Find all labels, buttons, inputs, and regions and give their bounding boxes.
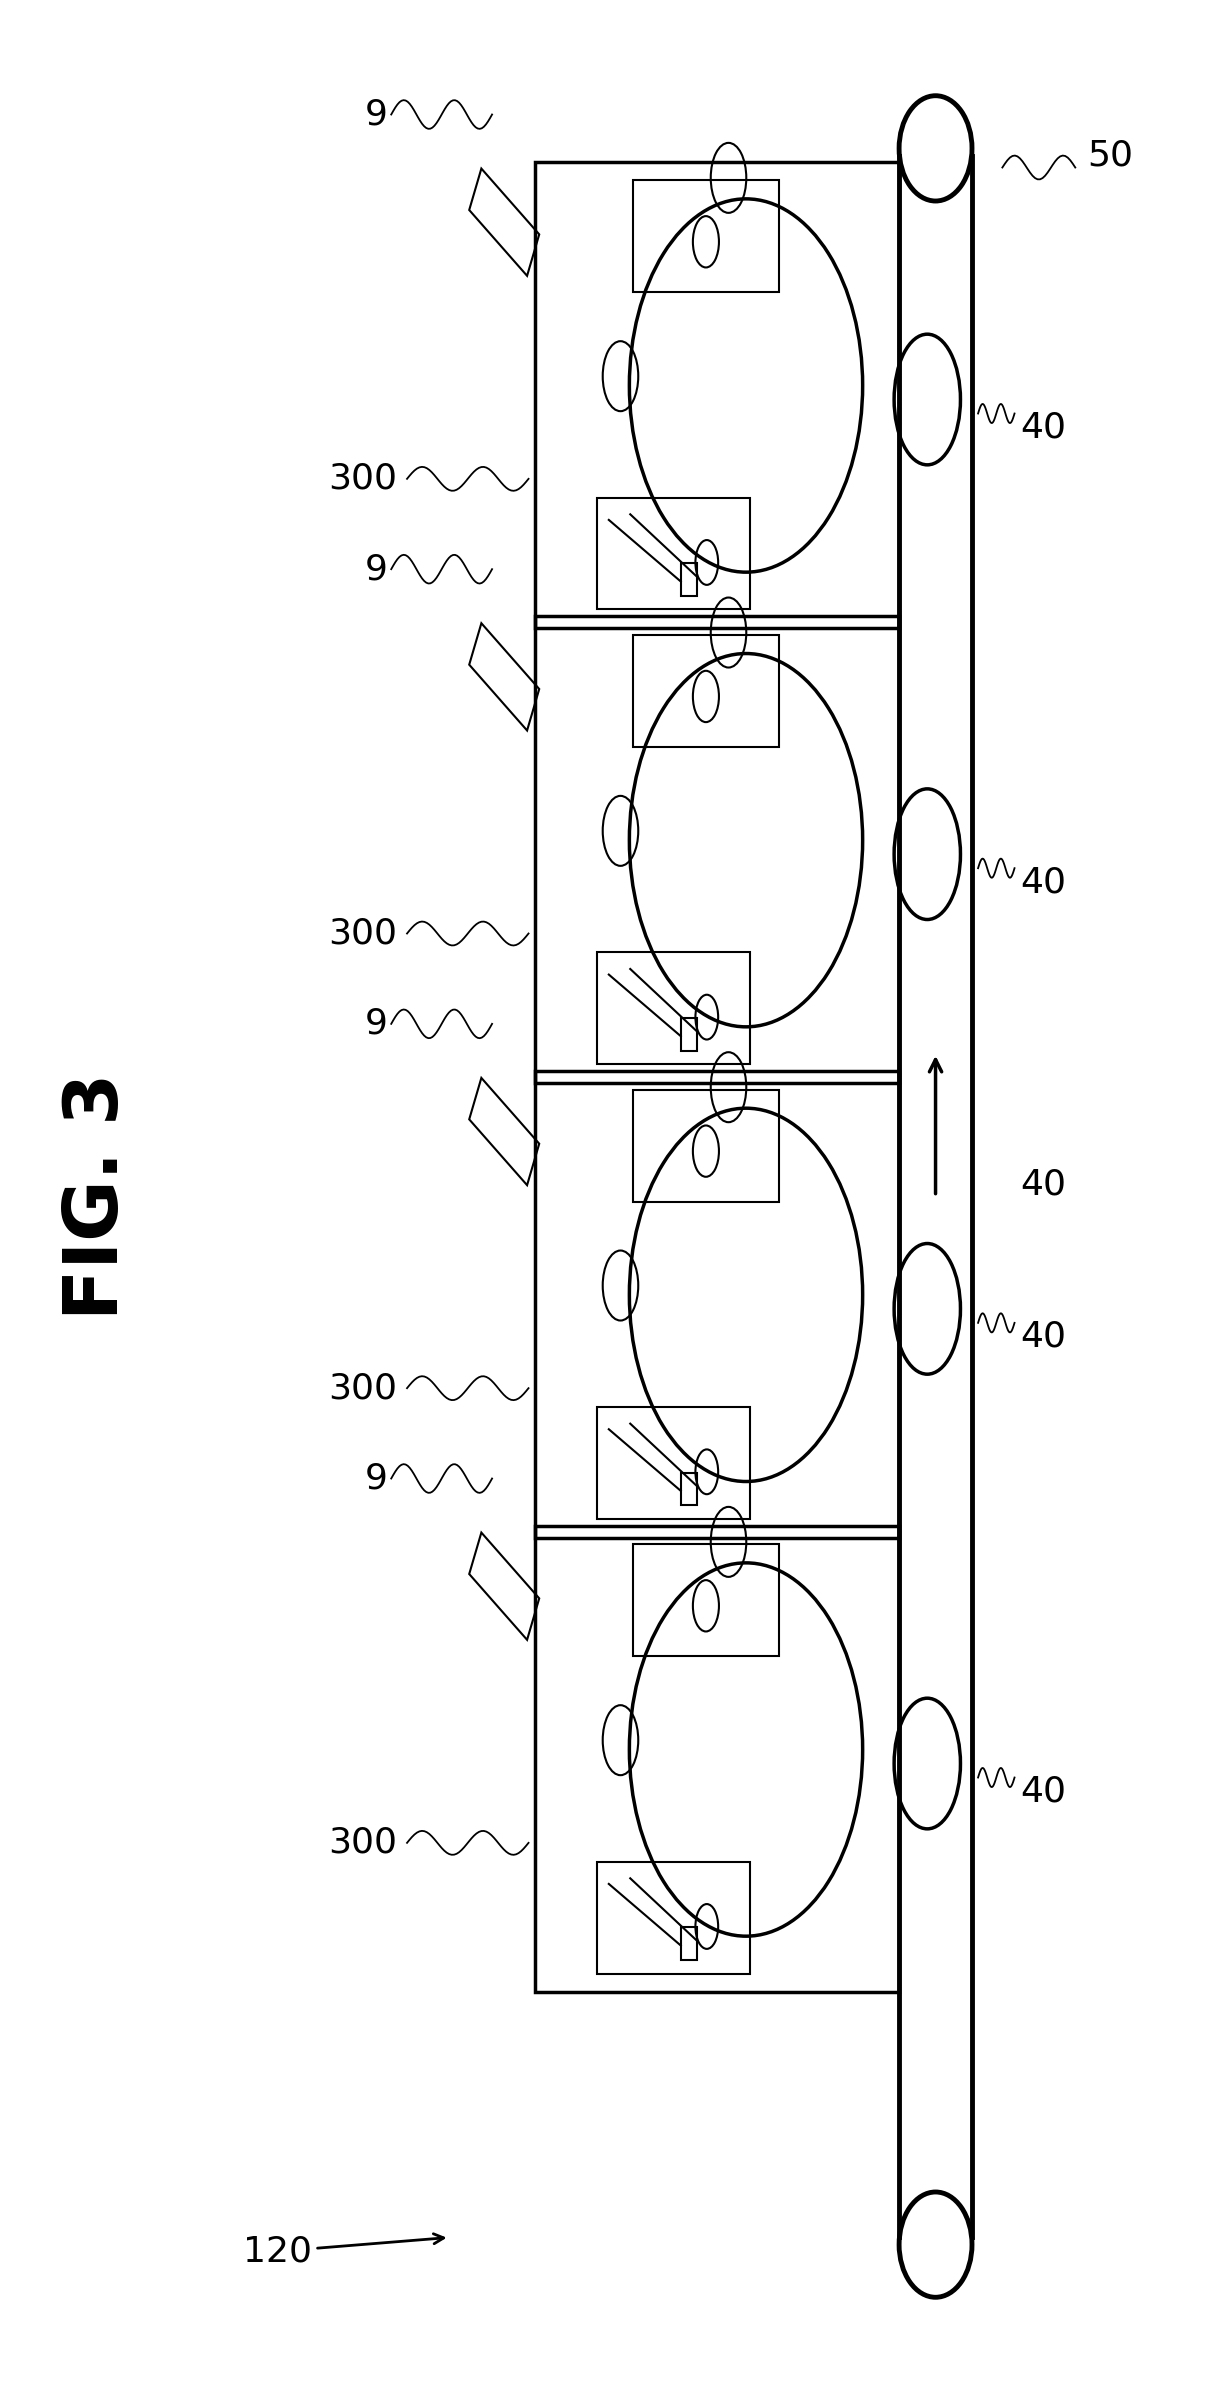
Text: 9: 9 — [364, 98, 388, 132]
Text: 300: 300 — [328, 1371, 397, 1405]
Bar — [633, 1543, 779, 1656]
Bar — [633, 179, 779, 292]
Text: 300: 300 — [328, 1826, 397, 1859]
Text: 40: 40 — [1021, 866, 1067, 900]
Text: 50: 50 — [1087, 139, 1134, 172]
Text: 300: 300 — [328, 917, 397, 950]
Text: 40: 40 — [1021, 412, 1067, 445]
Bar — [597, 498, 750, 610]
Text: 9: 9 — [364, 1462, 388, 1496]
Text: 300: 300 — [328, 462, 397, 495]
Bar — [597, 1407, 750, 1520]
Bar — [597, 952, 750, 1065]
Bar — [680, 562, 697, 596]
Bar — [535, 1072, 899, 1539]
Bar — [535, 617, 899, 1082]
Text: FIG. 3: FIG. 3 — [61, 1072, 134, 1321]
Bar — [633, 634, 779, 747]
Bar — [535, 163, 899, 629]
Bar — [597, 1862, 750, 1974]
Text: 40: 40 — [1021, 1168, 1067, 1201]
Text: 40: 40 — [1021, 1321, 1067, 1354]
Bar — [680, 1926, 697, 1960]
Text: 40: 40 — [1021, 1776, 1067, 1809]
Text: 120: 120 — [243, 2233, 443, 2269]
Bar — [680, 1472, 697, 1505]
Bar — [633, 1089, 779, 1201]
Text: 9: 9 — [364, 1007, 388, 1041]
Bar — [535, 1527, 899, 1991]
Text: 9: 9 — [364, 553, 388, 586]
Bar — [680, 1017, 697, 1051]
